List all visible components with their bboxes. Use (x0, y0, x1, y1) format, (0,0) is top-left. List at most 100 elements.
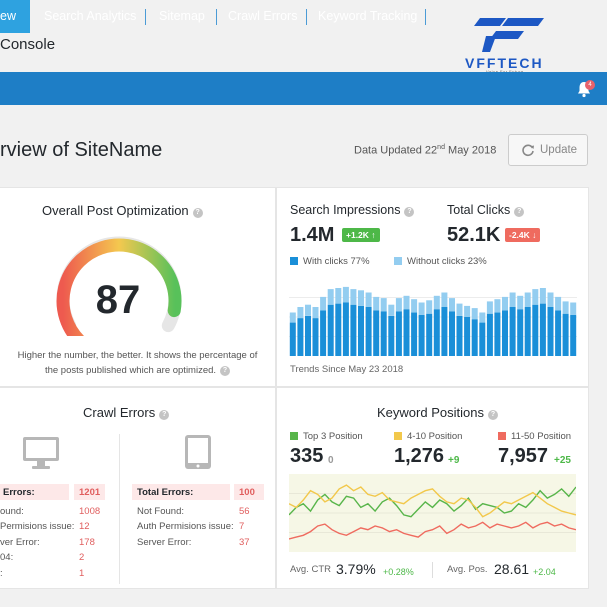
nav-divider (216, 9, 217, 25)
desktop-row-value: 1008 (79, 506, 101, 517)
bar-without-clicks (395, 298, 402, 312)
bar-with-clicks (335, 303, 342, 356)
bar-without-clicks (433, 295, 440, 310)
desktop-row-label: ver Error: (0, 537, 40, 548)
bar-with-clicks (486, 313, 493, 356)
avg-ctr-label: Avg. CTR (290, 564, 332, 575)
legend-with-clicks: With clicks 77% (290, 256, 370, 267)
optimization-gauge (56, 236, 182, 336)
legend-top3-text: Top 3 Position (303, 431, 363, 442)
desktop-row-value: 178 (79, 537, 95, 548)
desktop-row-label: Permisions issue: (0, 521, 75, 532)
optimization-title: Overall Post Optimization? (42, 203, 203, 218)
mobile-row-label: Auth Permisions issue: (137, 521, 234, 532)
desktop-row-label: ound: (0, 506, 24, 517)
series-line (289, 521, 576, 540)
optimization-title-text: Overall Post Optimization (42, 203, 189, 218)
bar-without-clicks (449, 298, 455, 312)
bar-with-clicks (555, 310, 562, 356)
question-circle-icon[interactable]: ? (159, 410, 170, 420)
update-button[interactable]: Update (508, 134, 588, 166)
description-line-2-text: the posts published which are optimized. (44, 365, 217, 376)
desktop-row-value: 12 (79, 521, 90, 532)
impressions-bar-chart (289, 286, 577, 356)
mobile-row-label: Server Error: (137, 537, 192, 548)
keyword-positions-title-text: Keyword Positions (377, 405, 484, 420)
nav-divider (306, 9, 307, 25)
bar-with-clicks (449, 311, 455, 356)
bar-with-clicks (395, 311, 402, 356)
mobile-row-value: 56 (239, 506, 250, 517)
desktop-total-value: 1201 (79, 487, 100, 498)
bar-with-clicks (305, 315, 311, 356)
row-value: 1201 (79, 487, 101, 498)
row-label: Total Errors: (137, 487, 194, 498)
bar-without-clicks (547, 292, 554, 307)
main-nav (0, 72, 607, 105)
mobile-total-value: 100 (239, 487, 255, 498)
bar-without-clicks (365, 292, 372, 307)
bar-without-clicks (289, 312, 296, 323)
bar-without-clicks (456, 303, 463, 316)
bar-with-clicks (426, 313, 433, 356)
impressions-label-text: Search Impressions (290, 203, 401, 217)
mid-delta: +9 (448, 455, 460, 466)
bar-without-clicks (524, 292, 531, 307)
description-line-2: the posts published which are optimized.… (0, 363, 275, 378)
legend-11-50: 11-50 Position (498, 431, 571, 442)
nav-divider (425, 9, 426, 25)
legend-swatch (394, 257, 402, 265)
bar-with-clicks (388, 315, 395, 356)
kp-footer-divider (432, 562, 433, 578)
bar-without-clicks (380, 298, 387, 312)
tab-label: ew (0, 9, 16, 23)
bar-without-clicks (494, 299, 501, 313)
bar-with-clicks (433, 309, 440, 356)
legend-without-text: Without clicks 23% (407, 256, 487, 267)
bar-with-clicks (297, 318, 304, 356)
low-value: 7,957 (498, 445, 549, 467)
bar-with-clicks (479, 322, 486, 356)
mobile-row-value: 37 (239, 537, 250, 548)
legend-swatch (394, 432, 402, 440)
bar-with-clicks (494, 312, 501, 356)
bar-without-clicks (502, 296, 508, 311)
desktop-row-value: 2 (79, 552, 85, 563)
bar-with-clicks (517, 309, 524, 356)
page-title: rview of SiteName (0, 139, 163, 161)
desktop-row-label: 04: (0, 552, 14, 563)
bar-without-clicks (418, 302, 425, 315)
low-delta: +25 (554, 455, 571, 466)
brand-logo-icon (474, 18, 544, 52)
question-circle-icon[interactable]: ? (404, 207, 415, 217)
bar-with-clicks (342, 302, 349, 356)
tab-crawl-errors[interactable]: Crawl Errors (228, 0, 297, 33)
avg-pos-label: Avg. Pos. (447, 564, 488, 575)
bar-without-clicks (350, 289, 357, 305)
desktop-monitor-icon (23, 437, 59, 469)
tab-search-analytics[interactable]: Search Analytics (44, 0, 136, 33)
question-circle-icon[interactable]: ? (220, 366, 231, 376)
avg-ctr-delta: +0.28% (383, 567, 414, 577)
clicks-label-text: Total Clicks (447, 203, 511, 217)
crawl-errors-title: Crawl Errors? (83, 405, 170, 420)
bar-without-clicks (517, 295, 524, 310)
desktop-total-value-highlight (74, 484, 105, 500)
bar-with-clicks (547, 307, 554, 356)
question-circle-icon[interactable]: ? (487, 410, 498, 420)
tab-keyword-tracking[interactable]: Keyword Tracking (318, 0, 417, 33)
description-line-1: Higher the number, the better. It shows … (17, 350, 258, 361)
impressions-value: 1.4M (290, 224, 335, 246)
bar-without-clicks (335, 288, 342, 304)
tab-overview[interactable]: ew (0, 0, 30, 33)
bar-with-clicks (441, 307, 448, 356)
bar-with-clicks (509, 307, 516, 356)
bar-with-clicks (411, 312, 418, 356)
question-circle-icon[interactable]: ? (514, 207, 525, 217)
tab-sitemap[interactable]: Sitemap (159, 0, 205, 33)
question-circle-icon[interactable]: ? (192, 208, 203, 218)
bar-without-clicks (471, 308, 478, 320)
series-line (289, 484, 576, 518)
notification-badge: 4 (585, 80, 595, 90)
optimization-card (0, 187, 276, 387)
